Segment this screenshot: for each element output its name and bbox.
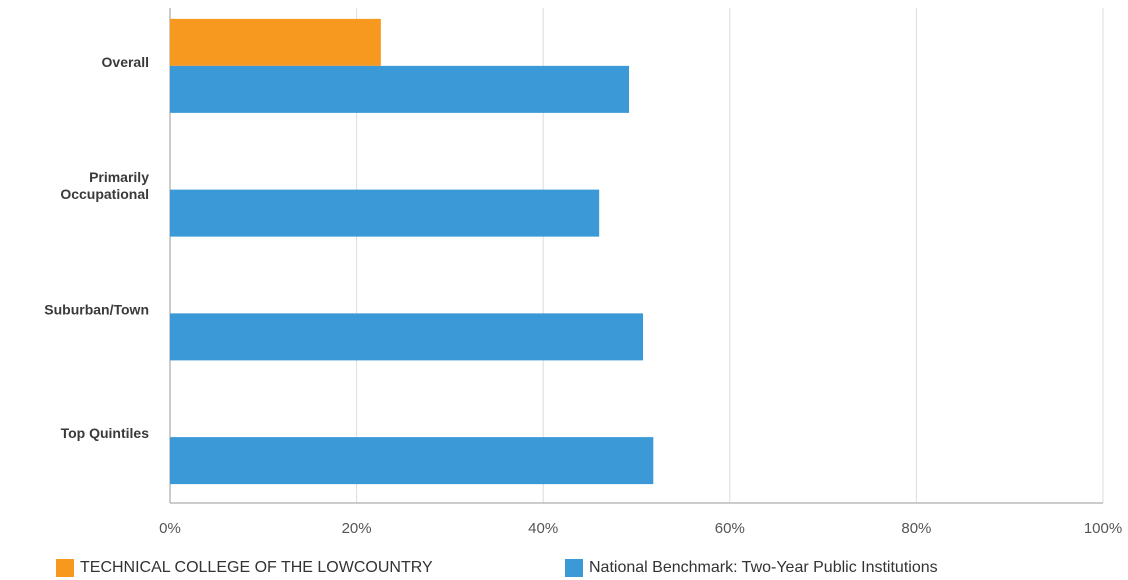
- bar-overall-series-1: [170, 65, 630, 113]
- x-tick-label-0: 0%: [159, 520, 181, 537]
- x-tick-label-60: 60%: [715, 520, 745, 537]
- legend-item-college[interactable]: TECHNICAL COLLEGE OF THE LOWCOUNTRY: [56, 558, 433, 578]
- legend-swatch-benchmark: [565, 559, 583, 577]
- category-label-0: Overall: [102, 54, 149, 70]
- x-tick-label-80: 80%: [901, 520, 931, 537]
- category-label-3: Top Quintiles: [61, 425, 150, 441]
- legend-label-college: TECHNICAL COLLEGE OF THE LOWCOUNTRY: [80, 559, 433, 576]
- x-tick-label-40: 40%: [528, 520, 558, 537]
- category-label-2: Suburban/Town: [44, 301, 149, 317]
- category-label-1: Primarily Occupational: [60, 169, 149, 202]
- x-tick-label-20: 20%: [342, 520, 372, 537]
- legend-label-benchmark: National Benchmark: Two-Year Public Inst…: [589, 559, 938, 576]
- legend-swatch-college: [56, 559, 74, 577]
- bar-chart: 0% 20% 40% 60% 80% 100% Overall Primarily Occupa…: [44, 8, 1122, 537]
- bar-top-quintiles-series-1: [170, 437, 654, 485]
- x-tick-label-100: 100%: [1084, 520, 1122, 537]
- legend: TECHNICAL COLLEGE OF THE LOWCOUNTRY Nati…: [0, 558, 1128, 580]
- bar-overall-series-0: [170, 18, 381, 66]
- legend-item-benchmark[interactable]: National Benchmark: Two-Year Public Inst…: [565, 558, 938, 578]
- bar-suburban-town-series-1: [170, 313, 644, 361]
- bar-primarily-occupational-series-1: [170, 189, 600, 237]
